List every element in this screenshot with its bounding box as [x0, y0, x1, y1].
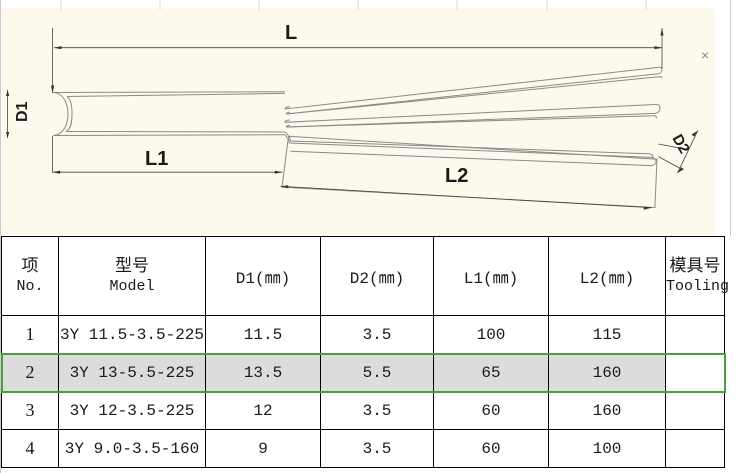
svg-text:L: L [285, 22, 297, 44]
svg-text:D1: D1 [14, 101, 31, 122]
svg-text:D2: D2 [669, 132, 693, 157]
svg-text:L1: L1 [145, 148, 168, 170]
svg-text:×: × [701, 47, 709, 63]
svg-text:L2: L2 [445, 165, 468, 187]
